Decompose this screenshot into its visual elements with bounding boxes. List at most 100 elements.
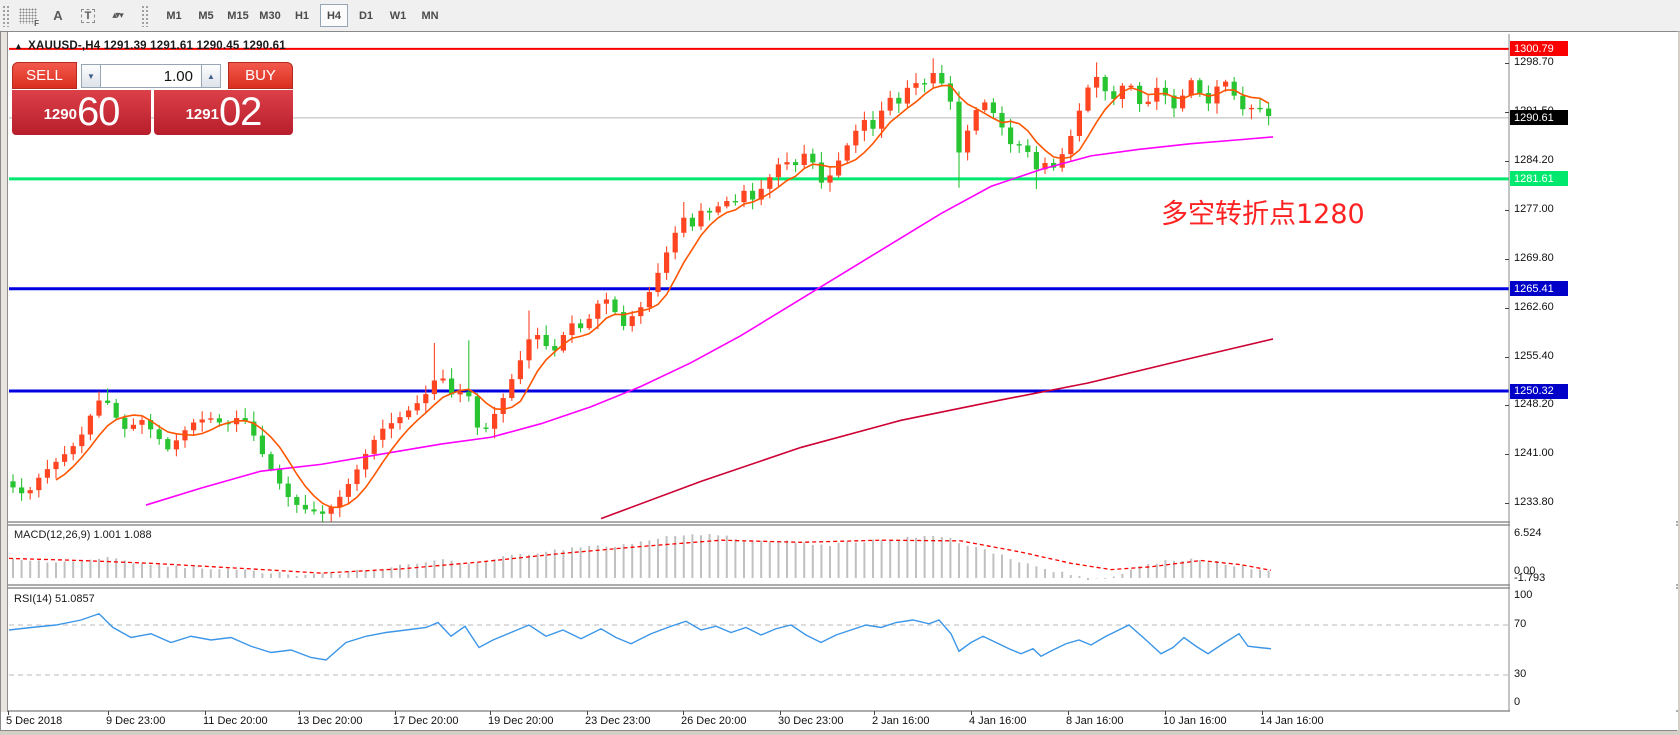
chart-plot-area[interactable]: [1, 32, 1678, 730]
candle-body: [79, 434, 85, 447]
candle-body: [724, 201, 730, 207]
candle-body: [139, 420, 145, 425]
candle-body: [1180, 95, 1186, 109]
price-label: 1248.20: [1514, 398, 1554, 411]
candle-body: [268, 454, 274, 470]
time-tick: [874, 711, 875, 715]
candle-body: [1205, 92, 1211, 104]
rsi-axis-label: 30: [1514, 668, 1527, 680]
time-label: 17 Dec 20:00: [393, 715, 459, 727]
candle-body: [1266, 108, 1272, 117]
price-tick: [1505, 258, 1509, 260]
price-axis[interactable]: 1298.701291.501284.201277.001269.801262.…: [1505, 32, 1676, 730]
price-label: 1241.00: [1514, 447, 1554, 460]
candle-body: [449, 378, 455, 395]
timeframe-button-h4[interactable]: H4: [320, 4, 348, 27]
time-label: 9 Dec 23:00: [106, 715, 166, 727]
candle-body: [492, 413, 498, 429]
time-tick: [780, 711, 781, 715]
macd-axis-label: 0.00: [1514, 565, 1536, 577]
candle-body: [1068, 135, 1074, 155]
candle-body: [1033, 151, 1039, 170]
candle-body: [595, 303, 601, 319]
candle-body: [1171, 95, 1177, 109]
time-label: 14 Jan 16:00: [1260, 715, 1324, 727]
candle-body: [836, 160, 842, 176]
cursor-icon[interactable]: A: [53, 8, 63, 23]
candle-body: [517, 360, 523, 380]
timeframe-button-h1[interactable]: H1: [294, 9, 310, 22]
candle-body: [810, 153, 816, 163]
candle-body: [44, 469, 50, 478]
toolbar-drag-handle-2[interactable]: [141, 4, 149, 27]
timeframe-button-m1[interactable]: M1: [166, 9, 182, 22]
time-label: 10 Jan 16:00: [1163, 715, 1227, 727]
price-marker-1250.32: 1250.32: [1510, 383, 1568, 399]
buy-price-display[interactable]: 1291 02: [154, 90, 293, 135]
candle-body: [345, 484, 351, 497]
candle-body: [526, 339, 532, 361]
candle-body: [1145, 101, 1151, 105]
candle-body: [354, 469, 360, 485]
timeframe-button-m30[interactable]: M30: [259, 9, 281, 22]
time-axis[interactable]: 5 Dec 2018 9 Dec 23:00 11 Dec 20:00 13 Dec …: [1, 711, 1678, 730]
price-label: 1284.20: [1514, 154, 1554, 167]
chart-text-annotation: 多空转折点1280: [1161, 199, 1365, 230]
volume-input[interactable]: [101, 64, 201, 88]
candle-body: [578, 323, 584, 329]
candle-body: [1102, 76, 1108, 92]
candle-body: [1094, 76, 1100, 88]
candle-body: [242, 418, 248, 422]
ma-slow-line: [600, 338, 1274, 520]
text-label-icon[interactable]: T: [76, 5, 100, 27]
timeframe-button-w1[interactable]: W1: [389, 9, 407, 22]
price-marker-1290.61: 1290.61: [1510, 110, 1568, 126]
price-tick: [1505, 454, 1509, 456]
candle-body: [930, 73, 936, 84]
buy-button[interactable]: BUY: [228, 62, 293, 89]
candle-body: [1162, 87, 1168, 96]
toolbar-drag-handle[interactable]: [2, 4, 10, 27]
candle-body: [36, 477, 42, 491]
price-tick: [1505, 111, 1509, 113]
macd-axis-label: -1.793: [1514, 572, 1546, 584]
candle-body: [337, 496, 343, 508]
objects-icon[interactable]: ▴▾ ▾: [112, 10, 124, 21]
candle-body: [259, 435, 265, 455]
volume-decrease-button[interactable]: ▼: [81, 64, 101, 88]
time-label: 8 Jan 16:00: [1066, 715, 1124, 727]
macd-signal-line: [8, 539, 1272, 574]
candle-body: [672, 232, 678, 253]
indicators-grid-icon[interactable]: F: [16, 5, 40, 28]
candle-body: [311, 509, 317, 512]
candle-body: [681, 217, 687, 233]
price-label: 1298.70: [1514, 56, 1554, 68]
time-tick: [299, 711, 300, 715]
candle-body: [612, 299, 618, 313]
toolbar: F A T ▴▾ ▾ M1 M5 M15 M30 H1 H4 D1 W1 MN: [0, 0, 1680, 32]
candle-body: [904, 87, 910, 104]
timeframe-button-d1[interactable]: D1: [358, 9, 374, 22]
window-left-edge: [1, 32, 8, 730]
price-marker-1281.61: 1281.61: [1510, 171, 1568, 187]
timeframe-button-m5[interactable]: M5: [198, 9, 214, 22]
candle-body: [1257, 107, 1263, 110]
candle-body: [629, 316, 635, 327]
candle-body: [371, 439, 377, 454]
time-tick: [205, 711, 206, 715]
symbol-ohlc-text: XAUUSD-,H4 1291.39 1291.61 1290.45 1290.…: [28, 40, 286, 52]
sell-button[interactable]: SELL: [12, 62, 77, 89]
candle-body: [801, 153, 807, 166]
volume-increase-button[interactable]: ▲: [201, 64, 221, 88]
sell-price-display[interactable]: 1290 60: [12, 90, 151, 135]
timeframe-button-mn[interactable]: MN: [421, 9, 439, 22]
candle-body: [715, 206, 721, 213]
candle-body: [199, 419, 205, 423]
candle-body: [621, 312, 627, 327]
candle-body: [586, 318, 592, 329]
candle-body: [208, 418, 214, 420]
time-tick: [490, 711, 491, 715]
timeframe-button-m15[interactable]: M15: [227, 9, 249, 22]
candle-body: [19, 487, 25, 494]
